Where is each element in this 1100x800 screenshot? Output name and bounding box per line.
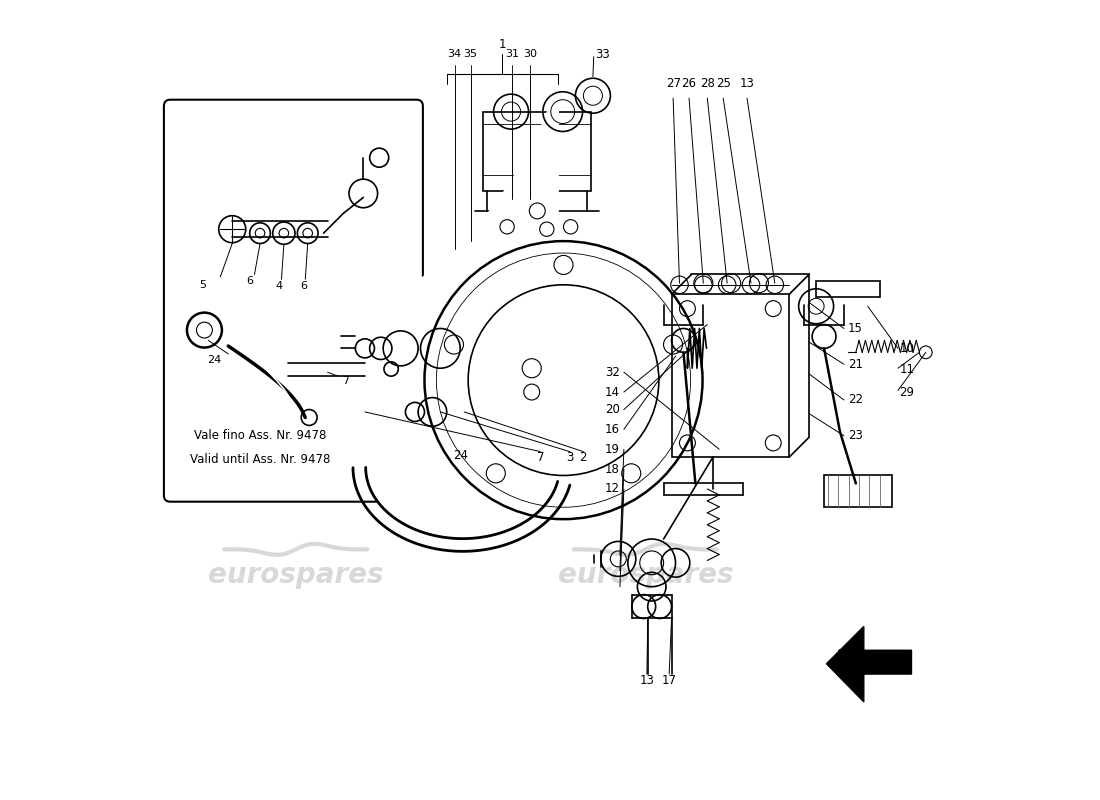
Text: 35: 35 <box>463 50 477 59</box>
Text: Vale fino Ass. Nr. 9478: Vale fino Ass. Nr. 9478 <box>194 430 327 442</box>
Text: 17: 17 <box>662 674 676 687</box>
Polygon shape <box>826 626 912 702</box>
Text: 13: 13 <box>639 674 654 687</box>
Text: 24: 24 <box>207 355 221 366</box>
Text: Valid until Ass. Nr. 9478: Valid until Ass. Nr. 9478 <box>190 453 330 466</box>
Text: 19: 19 <box>605 442 620 456</box>
Text: 16: 16 <box>605 423 620 436</box>
Text: 8: 8 <box>836 648 844 661</box>
Bar <box>671 294 789 457</box>
Text: 9: 9 <box>852 648 859 661</box>
Text: 15: 15 <box>848 322 862 335</box>
Bar <box>824 475 892 507</box>
Text: 3: 3 <box>566 450 573 464</box>
Text: 6: 6 <box>300 282 307 291</box>
Text: 7: 7 <box>537 450 544 464</box>
Text: 6: 6 <box>246 276 253 286</box>
Bar <box>483 112 592 191</box>
FancyBboxPatch shape <box>164 100 422 502</box>
Text: 30: 30 <box>524 50 537 59</box>
Text: 23: 23 <box>848 430 862 442</box>
Text: 32: 32 <box>605 366 620 378</box>
Text: 1: 1 <box>498 38 506 50</box>
Text: 31: 31 <box>505 50 519 59</box>
Text: 14: 14 <box>605 386 620 398</box>
Text: 5: 5 <box>199 280 206 290</box>
Text: 12: 12 <box>605 482 620 495</box>
Text: 22: 22 <box>848 394 862 406</box>
Text: 18: 18 <box>605 462 620 476</box>
Text: 11: 11 <box>900 363 914 376</box>
Text: 2: 2 <box>580 450 587 464</box>
Circle shape <box>583 86 603 106</box>
Text: 34: 34 <box>448 50 462 59</box>
Text: 33: 33 <box>595 48 610 61</box>
Bar <box>816 281 880 297</box>
Text: eurospares: eurospares <box>208 561 384 589</box>
Text: 7: 7 <box>342 376 349 386</box>
Text: 4: 4 <box>276 282 283 291</box>
Text: 25: 25 <box>716 78 730 90</box>
Text: 29: 29 <box>900 386 914 398</box>
Text: 10: 10 <box>900 342 914 355</box>
Text: 26: 26 <box>682 78 696 90</box>
Text: 27: 27 <box>666 78 681 90</box>
Text: 24: 24 <box>453 449 469 462</box>
Text: 28: 28 <box>700 78 715 90</box>
Text: 21: 21 <box>848 358 862 370</box>
Text: eurospares: eurospares <box>558 561 733 589</box>
Text: 13: 13 <box>739 78 755 90</box>
Text: 20: 20 <box>605 403 620 416</box>
